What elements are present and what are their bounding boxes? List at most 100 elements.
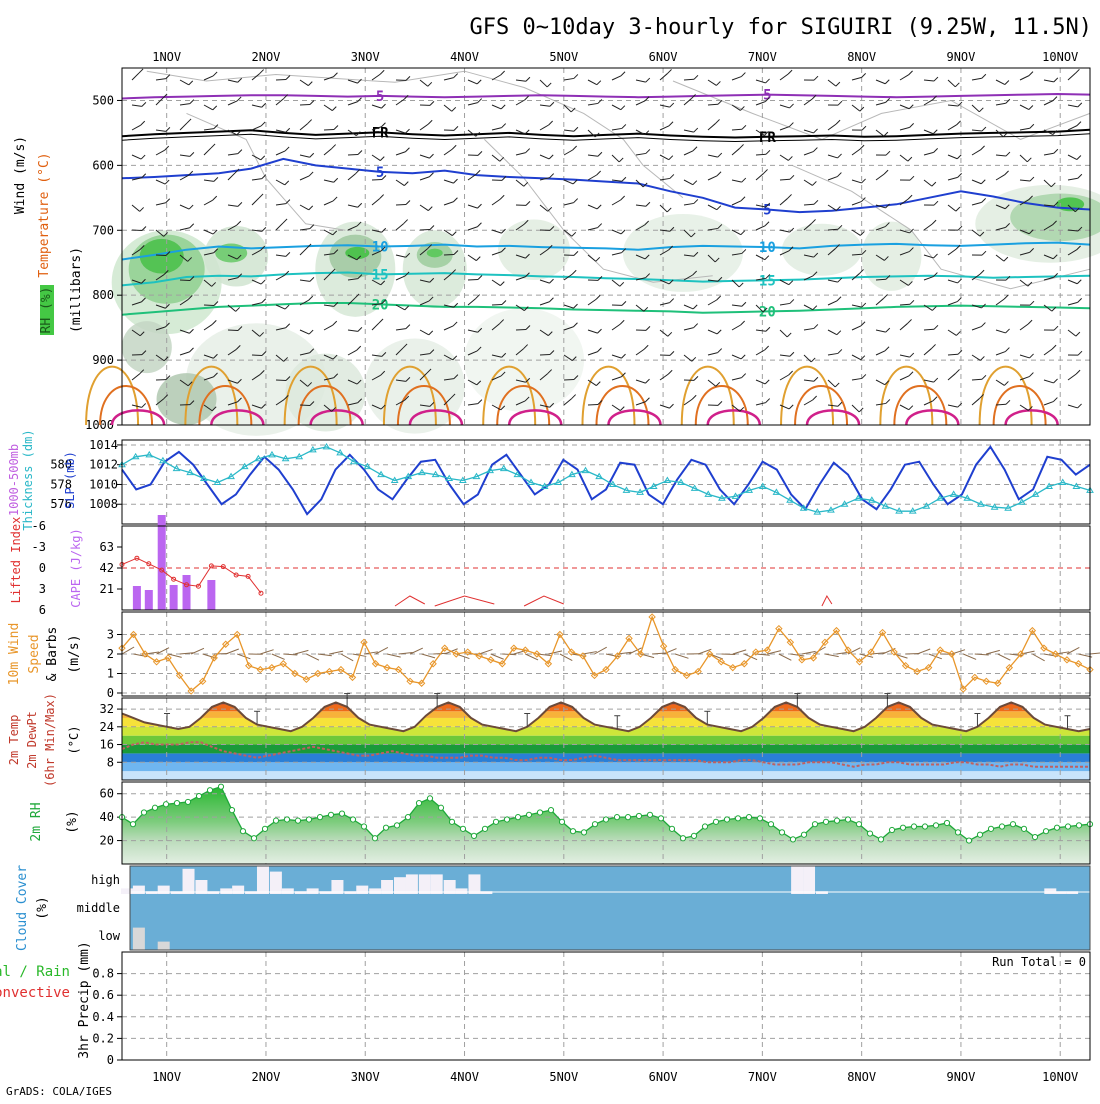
wind-barb-flag xyxy=(1077,122,1081,126)
top-date-label: 7NOV xyxy=(748,50,777,64)
wind-barb-flag xyxy=(981,146,985,150)
wind-barb xyxy=(468,279,478,280)
wind-barb-flag xyxy=(1077,156,1081,160)
contour-label: 5 xyxy=(763,88,771,104)
surface-temperature-contour xyxy=(86,367,138,425)
wind-barb-flag xyxy=(573,323,577,327)
wind-barb-flag xyxy=(501,71,505,75)
wind-barb-flag xyxy=(454,126,458,130)
wind-barb-flag xyxy=(814,324,818,328)
wind-barb xyxy=(612,180,622,181)
wind-barb-flag xyxy=(885,80,889,84)
wind-barb-flag xyxy=(837,173,841,177)
wind-barb xyxy=(348,102,357,105)
wind-axis-label-3: & Barbs xyxy=(45,627,60,682)
surface-wind-barb xyxy=(260,650,273,654)
wind-barb-flag xyxy=(741,197,745,201)
wind-barb xyxy=(228,154,238,155)
wind-barb xyxy=(252,355,262,356)
rh-point xyxy=(757,816,762,821)
wind-barb xyxy=(612,76,621,80)
slp-tick-label: 1012 xyxy=(89,458,118,472)
wind-barb-flag xyxy=(596,257,600,261)
wind-barb-flag xyxy=(332,107,336,111)
rh-shading xyxy=(403,230,467,308)
temperature-contour xyxy=(122,303,1090,315)
wind-barb-flag xyxy=(285,305,289,309)
wind-barb-flag xyxy=(236,307,240,311)
y-tick-label: 900 xyxy=(92,353,114,367)
wind-barb xyxy=(660,178,670,180)
wind-barb xyxy=(660,126,669,130)
wind-barb xyxy=(396,204,406,205)
surface-wind-barb xyxy=(594,647,606,654)
wind-barb-flag xyxy=(404,182,408,186)
wind-barb xyxy=(180,352,190,355)
wind-barb-flag xyxy=(286,75,290,79)
rh-point xyxy=(834,818,839,823)
lifted-index-fragment xyxy=(395,596,425,606)
wind-barb-flag xyxy=(502,300,506,304)
rh-point xyxy=(405,815,410,820)
wind-barb xyxy=(684,98,692,105)
wind-barb-flag xyxy=(789,281,793,285)
wind-barb-flag xyxy=(406,325,410,329)
wind-barb-flag xyxy=(812,219,816,223)
y-tick-label: 8 xyxy=(107,755,114,769)
rh-axis-label: 2m RH xyxy=(29,802,44,841)
wind-barb xyxy=(588,103,598,105)
lifted-index-line xyxy=(122,558,261,593)
wind-barb-flag xyxy=(574,304,578,308)
wind-barb-flag xyxy=(837,331,841,335)
wind-barb xyxy=(756,330,766,331)
surface-wind-barb xyxy=(1032,654,1044,661)
wind-barb xyxy=(276,99,284,105)
temp-axis-label-1: 2m Temp xyxy=(7,715,21,766)
top-date-label: 6NOV xyxy=(649,50,678,64)
wind-barb-flag xyxy=(670,299,674,303)
wind-barb xyxy=(636,349,644,355)
wind-barb-flag xyxy=(334,178,338,182)
wind-barb xyxy=(540,280,550,283)
surface-wind-barb xyxy=(998,654,1011,660)
high-cloud-clear-bar xyxy=(183,869,195,894)
wind-barb-flag xyxy=(190,100,194,104)
wind-barb xyxy=(876,130,884,136)
wind-barb-flag xyxy=(813,306,817,310)
wind-barb xyxy=(540,155,549,159)
high-cloud-clear-bar xyxy=(133,886,145,894)
wind-barb-flag xyxy=(187,119,191,123)
wind-barb xyxy=(468,205,478,208)
wind-barb xyxy=(564,130,574,131)
wind-barb xyxy=(732,148,740,155)
wind-barb-flag xyxy=(1005,348,1009,352)
wind-barb xyxy=(708,353,718,355)
temperature-contour xyxy=(122,273,1090,286)
rh-point xyxy=(350,817,355,822)
wind-barb-flag xyxy=(908,319,912,323)
rh-point xyxy=(174,800,179,805)
rh-point xyxy=(295,818,300,823)
wind-barb xyxy=(516,153,526,155)
rh-point xyxy=(768,822,773,827)
wind-barb-flag xyxy=(693,181,697,185)
bottom-date-label: 7NOV xyxy=(748,1070,777,1084)
wind-barb xyxy=(156,130,166,131)
wind-barb xyxy=(444,202,453,205)
wind-barb xyxy=(876,351,885,355)
wind-barb xyxy=(636,153,646,155)
wind-barb-flag xyxy=(934,148,938,152)
wind-barb xyxy=(948,354,958,355)
temperature-band xyxy=(122,711,1090,718)
wind-barb-flag xyxy=(139,69,143,73)
wind-barb xyxy=(612,253,622,255)
cape-bar xyxy=(183,575,191,610)
surface-wind-barb xyxy=(295,650,309,654)
temperature-band xyxy=(122,718,1090,727)
wind-barb xyxy=(156,79,166,80)
wind-barb-flag xyxy=(836,82,840,86)
rh-point xyxy=(581,830,586,835)
wind-barb xyxy=(996,175,1005,180)
wind-barb-flag xyxy=(982,127,986,131)
wind-barb xyxy=(684,355,692,361)
